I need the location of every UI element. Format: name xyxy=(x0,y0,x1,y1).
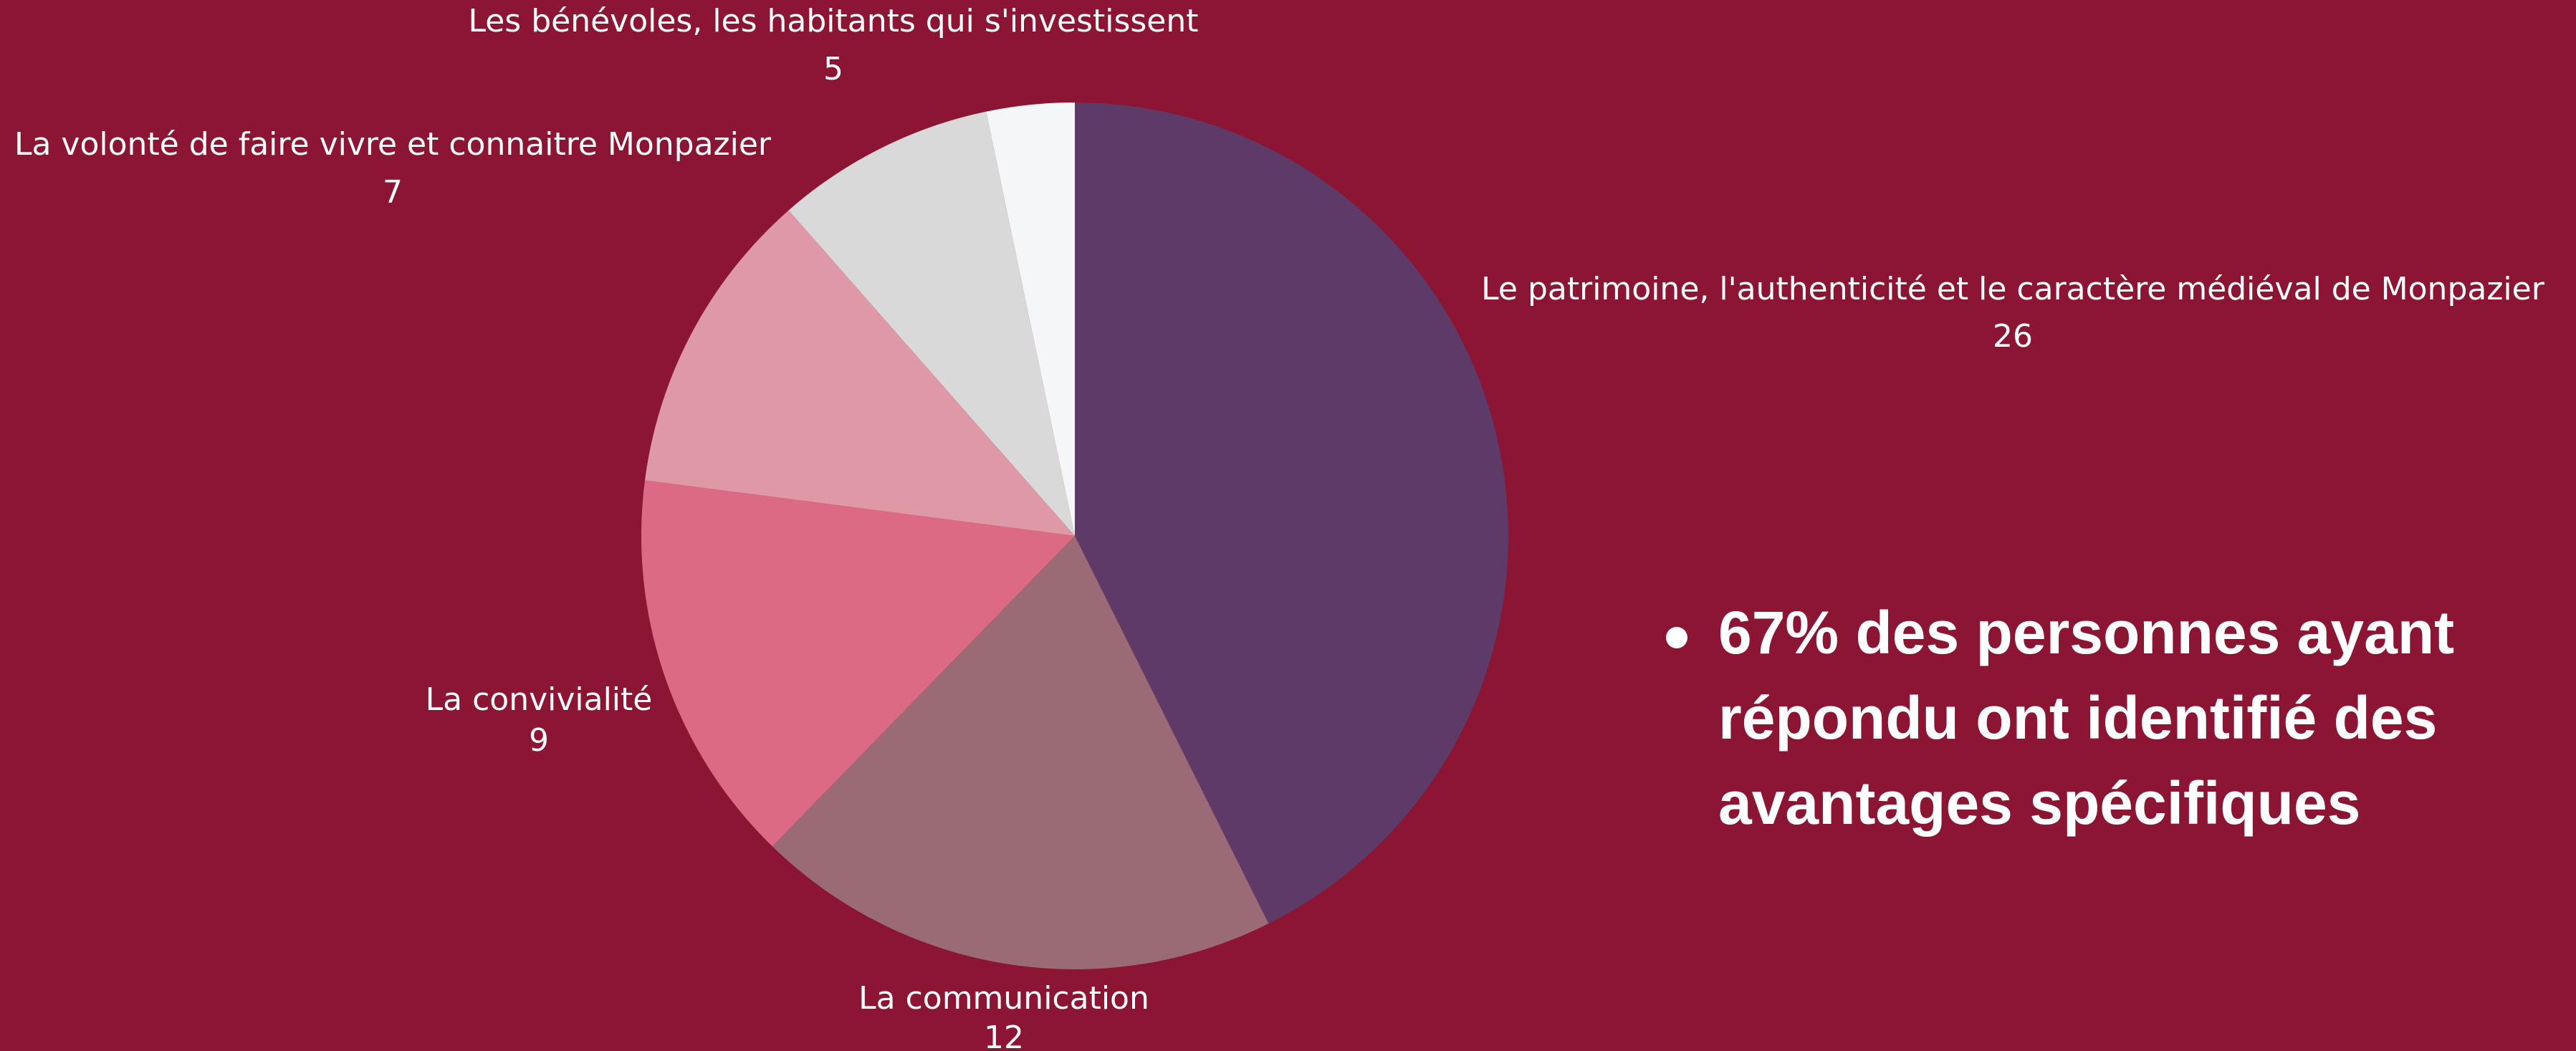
pie-slice xyxy=(986,102,1075,536)
slice-value: 7 xyxy=(383,174,403,211)
slice-label: Le patrimoine, l'authenticité et le cara… xyxy=(1481,271,2545,307)
slice-label: La communication xyxy=(858,980,1149,1017)
pie-slice xyxy=(1075,102,1508,924)
slice-value: 12 xyxy=(984,1019,1024,1051)
slice-value: 5 xyxy=(823,51,843,87)
pie-slice xyxy=(641,480,1075,847)
pie-slice xyxy=(788,111,1075,537)
slice-label: Les bénévoles, les habitants qui s'inves… xyxy=(468,3,1198,39)
pie-slice xyxy=(772,536,1269,969)
pie-slice xyxy=(645,210,1075,536)
bullet-text: 67% des personnes ayant xyxy=(1718,599,2454,666)
bullet-text: répondu ont identifié des xyxy=(1718,684,2437,752)
slice-label: La convivialité xyxy=(426,681,653,718)
slice-label: La volonté de faire vivre et connaitre M… xyxy=(14,126,772,163)
slice-value: 9 xyxy=(529,722,549,759)
bullet xyxy=(1666,627,1687,648)
bullet-text: avantages spécifiques xyxy=(1718,769,2360,837)
slice-value: 26 xyxy=(1993,318,2033,355)
